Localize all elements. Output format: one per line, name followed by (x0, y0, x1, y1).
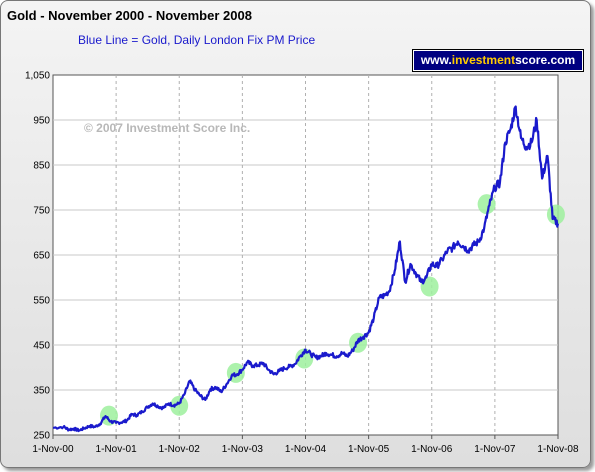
y-tick-label: 850 (33, 161, 50, 172)
highlight-marker (477, 194, 496, 215)
y-tick-label: 750 (33, 206, 50, 217)
brand-badge[interactable]: www.investmentscore.com (412, 49, 584, 72)
chart-watermark: © 2007 Investment Score Inc. (84, 121, 250, 135)
y-tick-label: 950 (33, 116, 50, 127)
x-tick-label: 1-Nov-04 (285, 444, 327, 455)
y-tick-label: 250 (33, 431, 50, 442)
brand-suffix: .com (547, 53, 576, 67)
x-tick-label: 1-Nov-02 (159, 444, 201, 455)
y-tick-label: 350 (33, 386, 50, 397)
x-axis: 1-Nov-00 1-Nov-01 1-Nov-02 1-Nov-03 1-Nov-04… (32, 435, 579, 455)
highlight-markers (99, 194, 565, 426)
brand-rest: score (515, 53, 548, 67)
chart-subtitle: Blue Line = Gold, Daily London Fix PM Pr… (78, 33, 316, 47)
x-tick-label: 1-Nov-00 (32, 444, 74, 455)
y-tick-label: 550 (33, 296, 50, 307)
x-tick-label: 1-Nov-08 (537, 444, 579, 455)
highlight-marker (170, 395, 189, 416)
brand-highlight: investment (451, 53, 516, 67)
y-tick-label: 450 (33, 341, 50, 352)
x-tick-label: 1-Nov-06 (411, 444, 453, 455)
gold-price-line (52, 105, 560, 433)
x-tick-label: 1-Nov-03 (222, 444, 264, 455)
y-tick-label: 1,050 (25, 71, 50, 82)
brand-prefix: www. (420, 53, 452, 67)
y-tick-label: 650 (33, 251, 50, 262)
x-tick-label: 1-Nov-05 (348, 444, 390, 455)
grid (53, 75, 558, 435)
y-axis: 250 350 450 550 650 750 850 950 1,050 (25, 71, 50, 442)
chart-title: Gold - November 2000 - November 2008 (7, 8, 252, 23)
x-tick-label: 1-Nov-01 (96, 444, 138, 455)
highlight-marker (295, 348, 314, 369)
x-tick-label: 1-Nov-07 (474, 444, 516, 455)
